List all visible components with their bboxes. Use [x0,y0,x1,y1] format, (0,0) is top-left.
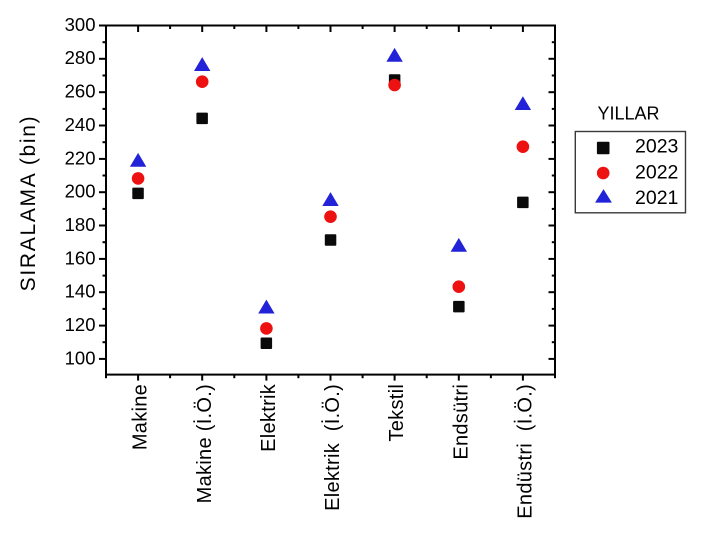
svg-text:Tekstil: Tekstil [386,384,408,442]
svg-text:140: 140 [65,281,96,302]
svg-text:280: 280 [65,47,96,68]
svg-text:300: 300 [65,14,96,35]
svg-text:Makine (İ.Ö.): Makine (İ.Ö.) [193,384,216,503]
svg-text:200: 200 [65,181,96,202]
svg-text:YILLAR: YILLAR [598,103,660,123]
svg-text:180: 180 [65,214,96,235]
svg-text:2023: 2023 [635,136,678,158]
svg-text:2022: 2022 [635,162,678,184]
svg-text:240: 240 [65,114,96,135]
svg-text:260: 260 [65,81,96,102]
svg-text:120: 120 [65,314,96,335]
svg-text:Endsütri: Endsütri [450,384,472,460]
svg-text:220: 220 [65,147,96,168]
svg-text:Elektrik (İ.Ö.): Elektrik (İ.Ö.) [321,384,344,511]
svg-text:2021: 2021 [635,187,678,209]
svg-text:Makine: Makine [130,384,152,450]
svg-text:Elektrik: Elektrik [258,383,280,452]
svg-text:100: 100 [65,347,96,368]
svg-text:Endüstri (İ.Ö.): Endüstri (İ.Ö.) [514,384,537,519]
svg-text:SIRALAMA (bin): SIRALAMA (bin) [17,115,40,292]
svg-text:160: 160 [65,247,96,268]
